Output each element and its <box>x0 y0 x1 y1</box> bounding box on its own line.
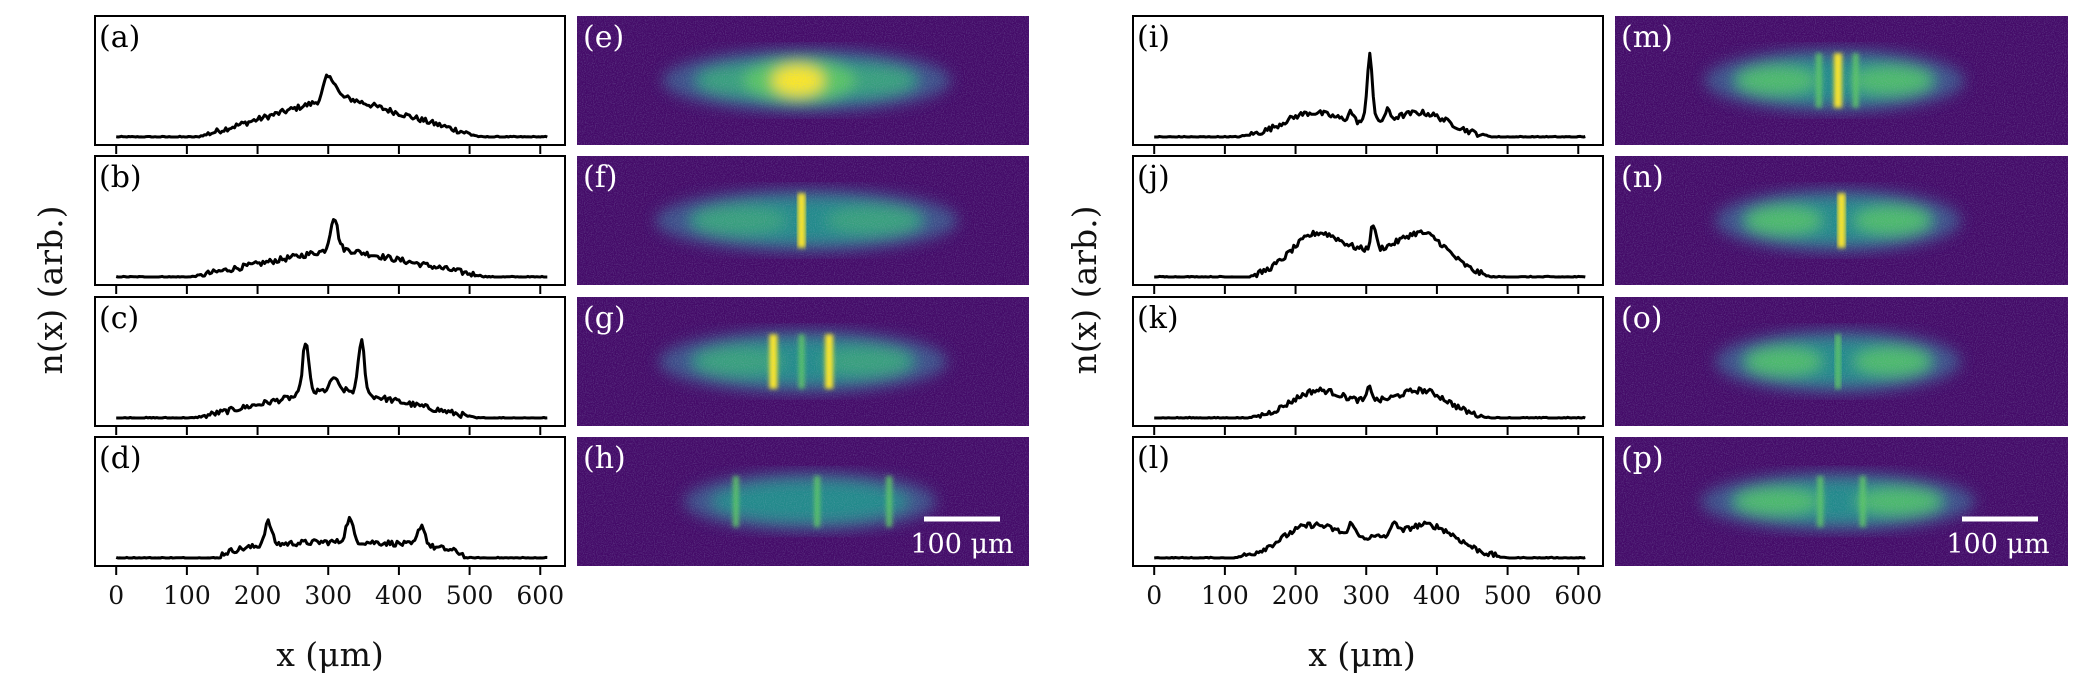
x-axis-title-right: x (μm) <box>1308 635 1416 674</box>
density-trace <box>116 73 548 139</box>
panel-label: (j) <box>1137 160 1170 195</box>
panel-label: (i) <box>1137 20 1170 55</box>
image-panel-label: (h) <box>583 441 626 476</box>
plot-frame <box>94 436 566 567</box>
image-noise <box>577 156 1029 285</box>
plot-panel: (k) <box>1132 296 1604 435</box>
plot-panel: (l) <box>1132 436 1604 575</box>
density-trace <box>1154 224 1586 279</box>
plot-frame <box>1132 155 1604 286</box>
image-noise <box>1615 437 2068 566</box>
plot-panel: (i) <box>1132 15 1604 154</box>
image-panel: (p) <box>1615 437 2068 566</box>
density-trace <box>1154 384 1586 420</box>
image-panel-label: (n) <box>1621 160 1664 195</box>
x-tick-label: 500 <box>1484 581 1532 610</box>
image-panel-label: (e) <box>583 20 624 55</box>
plot-frame <box>1132 436 1604 567</box>
plot-panel: (b) <box>94 155 566 294</box>
x-tick-label: 600 <box>1554 581 1602 610</box>
image-panel: (m) <box>1615 16 2068 145</box>
image-noise <box>577 16 1029 145</box>
image-panel-label: (p) <box>1621 441 1664 476</box>
x-tick-labels: 0 100 200 300 400 500 600 <box>108 581 564 610</box>
plot-panel: (j) <box>1132 155 1604 294</box>
image-panel: (g) <box>577 297 1029 426</box>
plot-panel: (a) <box>94 15 566 154</box>
x-tick-label: 300 <box>304 581 352 610</box>
x-tick-label: 100 <box>163 581 211 610</box>
panel-label: (l) <box>1137 441 1170 476</box>
x-tick-label: 300 <box>1342 581 1390 610</box>
density-trace <box>115 515 548 560</box>
scale-bar-label-left: 100 μm <box>910 529 1013 560</box>
image-noise <box>577 297 1029 426</box>
x-tick-label: 500 <box>446 581 494 610</box>
panel-label: (k) <box>1137 301 1179 336</box>
image-panel: (o) <box>1615 297 2068 426</box>
plot-frame <box>94 296 566 427</box>
x-axis-title-left: x (μm) <box>276 635 384 674</box>
scale-bar-label-right: 100 μm <box>1946 529 2049 560</box>
panel-label: (b) <box>99 160 142 195</box>
image-panel: (h) <box>577 437 1029 566</box>
image-noise <box>1615 16 2068 145</box>
image-noise <box>577 437 1029 566</box>
plot-panel: (c) <box>94 296 566 435</box>
density-trace <box>1154 520 1586 560</box>
x-tick-label: 0 <box>108 581 124 610</box>
x-tick-labels: 0 100 200 300 400 500 600 <box>1146 581 1602 610</box>
density-trace <box>1154 51 1586 139</box>
panel-label: (c) <box>99 301 139 336</box>
x-tick-label: 100 <box>1201 581 1249 610</box>
y-axis-title-right: n(x) (arb.) <box>1065 206 1104 375</box>
panel-label: (a) <box>99 20 140 55</box>
image-panel: (e) <box>577 16 1029 145</box>
image-noise <box>1615 297 2068 426</box>
plot-panels: (a) (b) (c) (d) 0 100 200 300 400 500 600 (i) (j) (k)… <box>94 15 1604 610</box>
x-tick-label: 400 <box>375 581 423 610</box>
image-panel-label: (o) <box>1621 301 1662 336</box>
panel-label: (d) <box>99 441 142 476</box>
density-trace <box>116 338 548 420</box>
plot-frame <box>94 15 566 146</box>
x-tick-label: 200 <box>1272 581 1320 610</box>
image-panel-label: (m) <box>1621 20 1673 55</box>
x-tick-label: 400 <box>1413 581 1461 610</box>
density-trace <box>115 218 548 279</box>
image-noise <box>1615 156 2068 285</box>
image-panel: (f) <box>577 156 1029 285</box>
image-panels: (e) (f) (g) (h) (m) (n) (o) (p) <box>577 16 2068 566</box>
x-tick-label: 200 <box>234 581 282 610</box>
image-panel: (n) <box>1615 156 2068 285</box>
image-panel-label: (g) <box>583 301 626 336</box>
plot-panel: (d) <box>94 436 566 575</box>
x-tick-label: 0 <box>1146 581 1162 610</box>
x-tick-label: 600 <box>516 581 564 610</box>
plot-frame <box>1132 296 1604 427</box>
image-panel-label: (f) <box>583 160 618 195</box>
plot-frame <box>94 155 566 286</box>
y-axis-title-left: n(x) (arb.) <box>31 206 70 375</box>
